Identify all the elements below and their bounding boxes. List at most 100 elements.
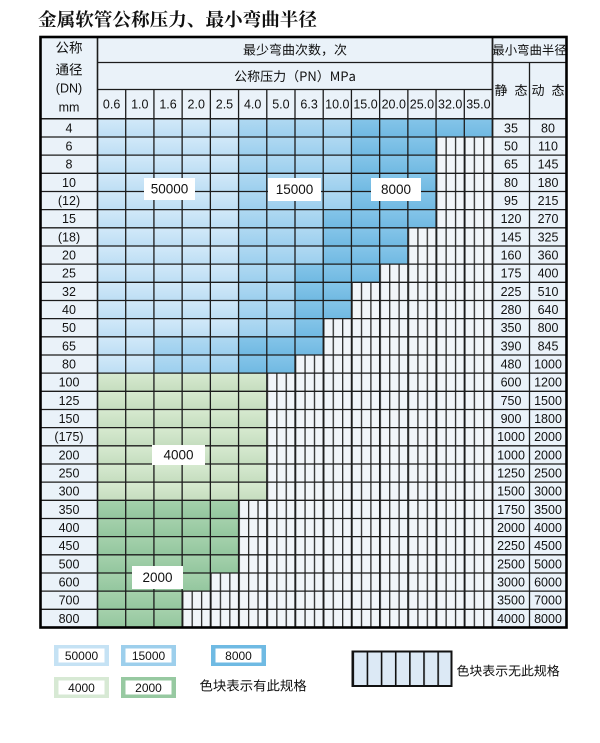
svg-text:80: 80 (541, 121, 555, 135)
svg-text:225: 225 (501, 285, 522, 299)
svg-text:600: 600 (59, 575, 80, 589)
svg-text:80: 80 (62, 357, 76, 371)
svg-text:180: 180 (538, 176, 559, 190)
svg-text:145: 145 (538, 158, 559, 172)
svg-text:mm: mm (59, 101, 80, 115)
svg-text:1500: 1500 (534, 394, 562, 408)
svg-text:4500: 4500 (534, 539, 562, 553)
svg-text:800: 800 (59, 612, 80, 626)
svg-text:1.6: 1.6 (159, 98, 176, 112)
svg-text:35.0: 35.0 (466, 98, 490, 112)
svg-text:350: 350 (501, 321, 522, 335)
svg-text:15000: 15000 (132, 649, 166, 663)
svg-text:(18): (18) (58, 230, 80, 244)
svg-text:1000: 1000 (497, 448, 525, 462)
svg-text:510: 510 (538, 285, 559, 299)
svg-text:360: 360 (538, 248, 559, 262)
svg-text:270: 270 (538, 212, 559, 226)
svg-text:640: 640 (538, 303, 559, 317)
svg-text:65: 65 (504, 158, 518, 172)
svg-text:15.0: 15.0 (353, 98, 377, 112)
svg-text:50: 50 (504, 139, 518, 153)
svg-text:1250: 1250 (497, 466, 525, 480)
svg-text:2000: 2000 (534, 430, 562, 444)
svg-text:1750: 1750 (497, 503, 525, 517)
svg-text:145: 145 (501, 230, 522, 244)
svg-text:25: 25 (62, 267, 76, 281)
svg-text:4000: 4000 (163, 448, 193, 463)
svg-text:20: 20 (62, 248, 76, 262)
svg-text:25.0: 25.0 (410, 98, 434, 112)
svg-text:325: 325 (538, 230, 559, 244)
svg-text:2.0: 2.0 (188, 98, 205, 112)
svg-text:4000: 4000 (497, 612, 525, 626)
svg-text:8000: 8000 (534, 612, 562, 626)
svg-text:50000: 50000 (65, 649, 99, 663)
svg-text:3000: 3000 (497, 575, 525, 589)
svg-text:600: 600 (501, 376, 522, 390)
svg-text:8000: 8000 (225, 649, 252, 663)
svg-text:5.0: 5.0 (272, 98, 289, 112)
svg-text:2.5: 2.5 (216, 98, 233, 112)
svg-text:40: 40 (62, 303, 76, 317)
svg-text:100: 100 (59, 376, 80, 390)
svg-text:2500: 2500 (534, 466, 562, 480)
svg-text:390: 390 (501, 339, 522, 353)
svg-text:4000: 4000 (68, 681, 95, 695)
svg-text:450: 450 (59, 539, 80, 553)
svg-text:4.0: 4.0 (244, 98, 261, 112)
svg-text:700: 700 (59, 594, 80, 608)
svg-text:4: 4 (66, 121, 73, 135)
svg-text:50: 50 (62, 321, 76, 335)
svg-text:65: 65 (62, 339, 76, 353)
svg-text:400: 400 (59, 521, 80, 535)
svg-text:2000: 2000 (497, 521, 525, 535)
svg-text:20.0: 20.0 (382, 98, 406, 112)
svg-text:2000: 2000 (135, 681, 162, 695)
svg-text:(DN): (DN) (56, 82, 82, 96)
svg-text:350: 350 (59, 503, 80, 517)
svg-text:3500: 3500 (534, 503, 562, 517)
svg-text:15000: 15000 (276, 182, 314, 197)
svg-text:500: 500 (59, 557, 80, 571)
svg-text:280: 280 (501, 303, 522, 317)
svg-text:35: 35 (504, 121, 518, 135)
svg-text:6: 6 (66, 139, 73, 153)
svg-text:2250: 2250 (497, 539, 525, 553)
svg-text:900: 900 (501, 412, 522, 426)
svg-text:2000: 2000 (534, 448, 562, 462)
svg-text:480: 480 (501, 357, 522, 371)
svg-text:250: 250 (59, 466, 80, 480)
svg-text:125: 125 (59, 394, 80, 408)
svg-text:50000: 50000 (151, 182, 189, 197)
svg-text:150: 150 (59, 412, 80, 426)
svg-text:1.0: 1.0 (131, 98, 148, 112)
svg-text:15: 15 (62, 212, 76, 226)
svg-text:(175): (175) (54, 430, 83, 444)
svg-text:160: 160 (501, 248, 522, 262)
svg-text:8000: 8000 (381, 182, 411, 197)
svg-text:10.0: 10.0 (325, 98, 349, 112)
svg-text:8: 8 (66, 158, 73, 172)
svg-text:0.6: 0.6 (103, 98, 120, 112)
svg-text:3000: 3000 (534, 485, 562, 499)
svg-text:32.0: 32.0 (438, 98, 462, 112)
svg-text:110: 110 (538, 139, 558, 153)
svg-text:400: 400 (538, 267, 559, 281)
svg-text:200: 200 (59, 448, 80, 462)
svg-text:845: 845 (538, 339, 559, 353)
svg-text:6.3: 6.3 (300, 98, 317, 112)
svg-text:80: 80 (504, 176, 518, 190)
svg-text:120: 120 (501, 212, 522, 226)
svg-text:7000: 7000 (534, 594, 562, 608)
svg-text:10: 10 (62, 176, 76, 190)
svg-text:1000: 1000 (497, 430, 525, 444)
svg-text:1500: 1500 (497, 485, 525, 499)
svg-text:750: 750 (501, 394, 522, 408)
svg-text:800: 800 (538, 321, 559, 335)
svg-text:32: 32 (62, 285, 76, 299)
svg-text:300: 300 (59, 485, 80, 499)
svg-text:1000: 1000 (534, 357, 562, 371)
svg-text:4000: 4000 (534, 521, 562, 535)
svg-text:1800: 1800 (534, 412, 562, 426)
